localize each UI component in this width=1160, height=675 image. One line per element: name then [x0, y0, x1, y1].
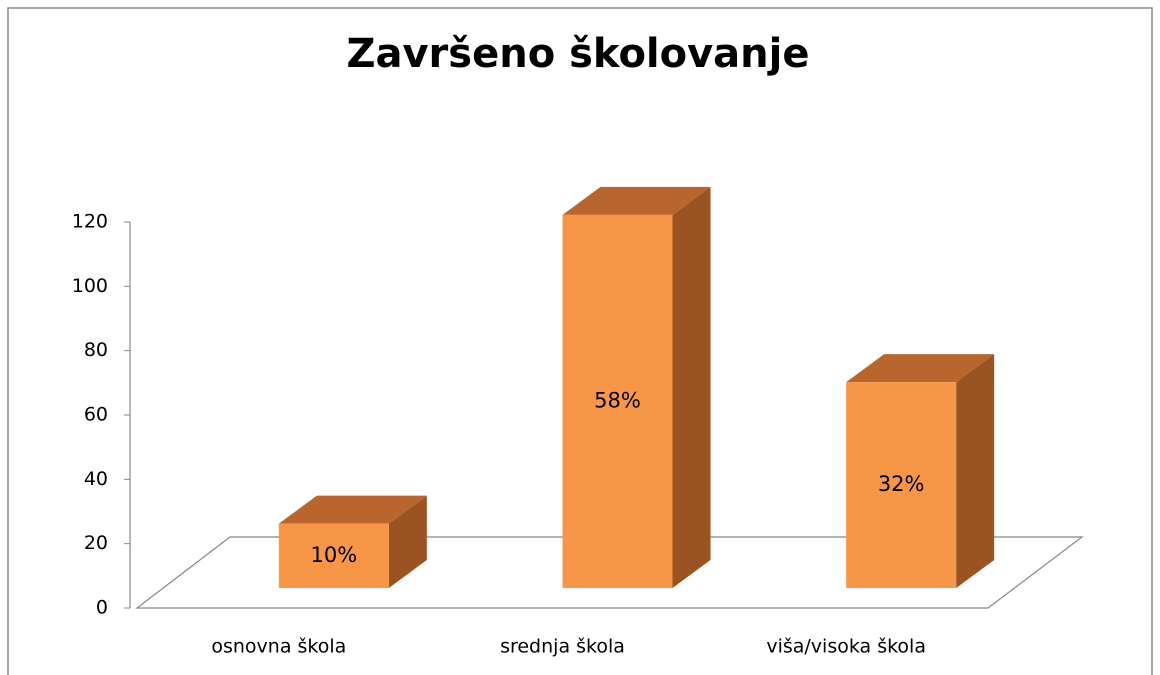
bar-top	[278, 495, 427, 524]
y-tick-label: 80	[84, 339, 108, 361]
y-tick-label: 120	[72, 211, 108, 233]
y-tick-label: 60	[84, 404, 108, 426]
bar-top	[562, 186, 711, 215]
floor	[135, 536, 1084, 609]
y-tick-label: 20	[84, 532, 108, 554]
chart-title: Završeno školovanje	[346, 31, 809, 77]
bar-side	[956, 354, 995, 588]
y-tick-label: 40	[84, 468, 108, 490]
bar-side	[388, 495, 427, 588]
data-label: 10%	[310, 543, 357, 567]
bar-top	[846, 354, 995, 383]
x-tick-label: viša/visoka škola	[766, 636, 926, 658]
data-label: 58%	[594, 388, 641, 412]
bar	[562, 214, 673, 588]
y-tick-label: 100	[72, 275, 108, 297]
x-tick-label: srednja škola	[500, 636, 625, 658]
bar-side	[672, 186, 711, 588]
y-tick-label: 0	[96, 597, 108, 619]
bar	[846, 382, 957, 588]
bar	[278, 523, 389, 588]
data-label: 32%	[878, 472, 925, 496]
x-tick-label: osnovna škola	[211, 636, 346, 658]
